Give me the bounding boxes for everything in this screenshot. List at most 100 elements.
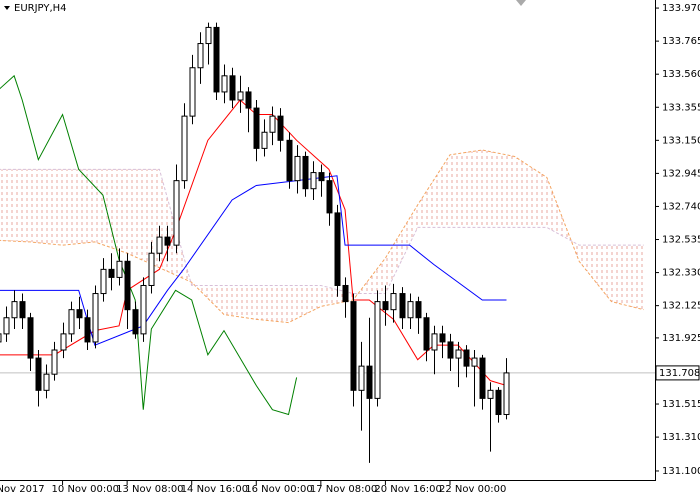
y-tick-label: 133.970 (662, 3, 700, 14)
candle-body (431, 333, 438, 351)
candle-body (124, 260, 131, 311)
candle-body (229, 75, 236, 101)
candle-body (374, 301, 381, 399)
chart-title: EURJPY,H4 (14, 3, 67, 14)
y-tick-label: 131.925 (662, 333, 700, 344)
y-tick-label: 132.330 (662, 268, 700, 279)
plot-area (0, 22, 655, 463)
candle-body (156, 236, 163, 254)
candle-body (92, 293, 99, 343)
candle-body (173, 180, 180, 246)
candle-body (11, 301, 18, 319)
candle-body (197, 43, 204, 69)
candle-body (213, 26, 220, 93)
candle-body (366, 365, 373, 399)
candle-body (108, 268, 115, 278)
candle-body (487, 389, 494, 399)
candle-body (19, 301, 26, 319)
candle-body (100, 268, 107, 295)
candle-body (140, 284, 147, 335)
candle-body (423, 317, 430, 351)
candle-body (0, 333, 2, 343)
x-tick-label: 20 Nov 16:00 (374, 484, 441, 495)
candle-body (334, 212, 341, 286)
y-tick-label: 132.535 (662, 235, 700, 246)
candle-body (43, 373, 50, 391)
y-tick-label: 131.100 (662, 466, 700, 477)
candle-body (439, 333, 446, 343)
candle-body (390, 293, 397, 311)
candle-body (237, 91, 244, 101)
candle-body (310, 172, 317, 190)
candle-body (68, 309, 75, 335)
current-price-box (655, 365, 700, 381)
x-tick-label: 22 Nov 00:00 (439, 484, 506, 495)
candle-body (495, 389, 502, 416)
x-tick-label: 16 Nov 00:00 (245, 484, 312, 495)
candle-body (189, 67, 196, 117)
candle-body (253, 107, 260, 149)
candle-body (350, 301, 357, 391)
candle-body (51, 349, 58, 375)
candle-body (326, 180, 333, 214)
candle-body (447, 341, 454, 359)
candle-body (415, 301, 422, 319)
candle-body (407, 301, 414, 319)
candle-body (503, 372, 510, 416)
y-tick-label: 131.515 (662, 399, 700, 410)
candle-body (221, 75, 228, 93)
y-tick-label: 133.560 (662, 69, 700, 80)
kijun-sen (0, 175, 507, 346)
candle-body (277, 115, 284, 141)
candle-body (463, 349, 470, 367)
candle-body (302, 155, 309, 190)
symbol-dropdown-icon[interactable] (4, 6, 10, 10)
x-tick-label: 14 Nov 16:00 (181, 484, 248, 495)
candle-body (269, 115, 276, 133)
candle-body (358, 365, 365, 391)
candle-body (84, 317, 91, 343)
candle-body (245, 91, 252, 109)
candle-body (261, 131, 268, 149)
tenkan-sen (0, 99, 507, 386)
candle-body (35, 357, 42, 391)
candle-body (455, 349, 462, 359)
y-tick-label: 132.125 (662, 301, 700, 312)
y-tick-label: 131.310 (662, 432, 700, 443)
y-tick-label: 132.740 (662, 201, 700, 212)
candle-body (318, 172, 325, 182)
y-tick-label: 132.945 (662, 168, 700, 179)
candle-body (164, 236, 171, 246)
candle-body (148, 252, 155, 286)
candle-body (60, 333, 67, 351)
candle-body (3, 317, 10, 335)
candle-body (479, 357, 486, 399)
x-tick-label: 8 Nov 2017 (0, 484, 45, 495)
chikou-span (0, 74, 298, 416)
y-tick-label: 133.355 (662, 102, 700, 113)
senkou-span-b (0, 168, 644, 295)
candle-body (205, 26, 212, 45)
candle-body (76, 309, 83, 319)
candle-body (294, 155, 301, 182)
x-tick-label: 13 Nov 08:00 (116, 484, 183, 495)
senkou-span-a (0, 149, 644, 324)
shift-marker[interactable] (516, 0, 526, 6)
cloud-fill (0, 150, 644, 323)
y-tick-label: 133.150 (662, 135, 700, 146)
candle-body (181, 115, 188, 182)
x-tick-label: 17 Nov 08:00 (310, 484, 377, 495)
y-tick-label: 133.765 (662, 36, 700, 47)
candle-body (286, 139, 293, 182)
candle-body (116, 260, 123, 278)
candle-body (399, 293, 406, 319)
candle-body (132, 309, 139, 335)
candle-body (471, 357, 478, 367)
candle-body (27, 317, 34, 359)
current-price-label: 131.708 (659, 368, 700, 379)
x-tick-label: 10 Nov 00:00 (52, 484, 119, 495)
candle-body (342, 284, 349, 303)
candle-body (382, 301, 389, 311)
